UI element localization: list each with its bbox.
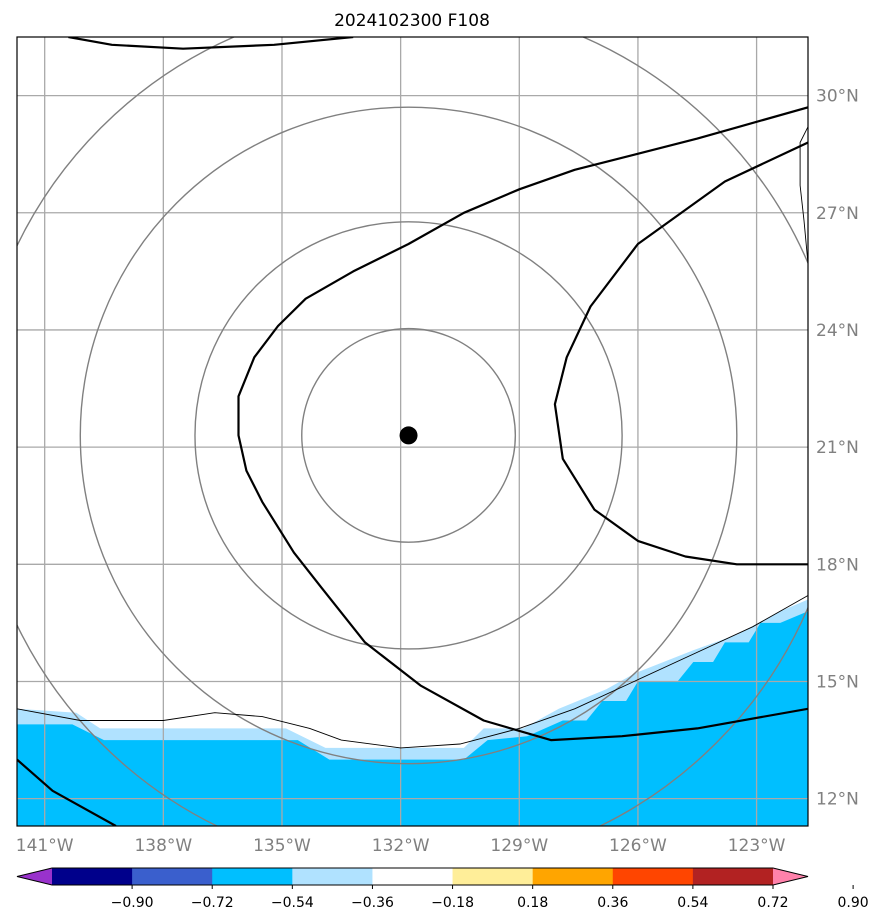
chart-title: 2024102300 F108 — [334, 11, 490, 31]
contour-main-loop — [237, 106, 808, 742]
x-tick-label: 129°W — [490, 836, 548, 856]
x-tick-label: 126°W — [609, 836, 667, 856]
y-tick-labels: 30°N 27°N 24°N 21°N 18°N 15°N 12°N — [816, 87, 859, 810]
x-tick-label: 135°W — [253, 836, 311, 856]
colorbar-outline — [16, 867, 809, 886]
colorbar-tick-label: 0.54 — [677, 895, 708, 911]
colorbar-extend-low — [17, 868, 52, 885]
colorbar-segment — [612, 868, 694, 885]
colorbar-tick-label: −0.54 — [271, 895, 314, 911]
thin-contour-east — [799, 126, 808, 264]
storm-center-marker — [399, 426, 418, 445]
x-tick-label: 123°W — [728, 836, 786, 856]
thin-contour — [17, 595, 808, 749]
y-tick-label: 27°N — [816, 204, 859, 224]
contour-north-arc — [68, 37, 354, 50]
colorbar-segment — [132, 868, 213, 885]
colorbar-tick-label: 0.72 — [757, 895, 788, 911]
range-ring — [301, 327, 517, 543]
y-tick-label: 12°N — [816, 790, 859, 810]
map-frame — [16, 36, 809, 827]
colorbar-extend-high — [773, 868, 808, 885]
map-area — [17, 37, 808, 826]
colorbar: −0.90 −0.72 −0.54 −0.36 −0.18 0.18 0.36 0.54 0.7… — [16, 867, 869, 911]
colorbar-tick-label: −0.36 — [351, 895, 394, 911]
contours — [17, 37, 808, 826]
filled-field — [17, 599, 808, 826]
colorbar-segment — [692, 868, 774, 885]
range-ring — [194, 221, 623, 650]
y-tick-label: 15°N — [816, 672, 859, 692]
contour-east-loop — [553, 141, 808, 566]
y-tick-label: 18°N — [816, 555, 859, 575]
y-tick-label: 30°N — [816, 87, 859, 107]
colorbar-segment — [292, 868, 373, 885]
colorbar-segment — [452, 868, 534, 885]
colorbar-tick-label: −0.72 — [191, 895, 234, 911]
x-tick-label: 141°W — [16, 836, 74, 856]
contour-southwest-corner — [17, 758, 117, 826]
y-tick-label: 24°N — [816, 321, 859, 341]
colorbar-tick-label: 0.90 — [838, 895, 869, 911]
colorbar-segment — [52, 868, 133, 885]
colorbar-segment — [532, 868, 614, 885]
range-rings — [17, 37, 808, 826]
x-tick-label: 138°W — [134, 836, 192, 856]
range-ring — [79, 106, 738, 765]
colorbar-tick-label: 0.36 — [597, 895, 628, 911]
colorbar-segment — [372, 868, 454, 885]
colorbar-tick-label: −0.18 — [431, 895, 474, 911]
colorbar-tick-label: 0.18 — [517, 895, 548, 911]
filled-region — [17, 611, 808, 826]
colorbar-segment — [212, 868, 293, 885]
colorbar-tick-label: −0.90 — [111, 895, 154, 911]
x-tick-labels: 141°W 138°W 135°W 132°W 129°W 126°W 123°W — [16, 836, 786, 856]
x-tick-label: 132°W — [372, 836, 430, 856]
gridlines — [17, 37, 808, 826]
y-tick-label: 21°N — [816, 438, 859, 458]
